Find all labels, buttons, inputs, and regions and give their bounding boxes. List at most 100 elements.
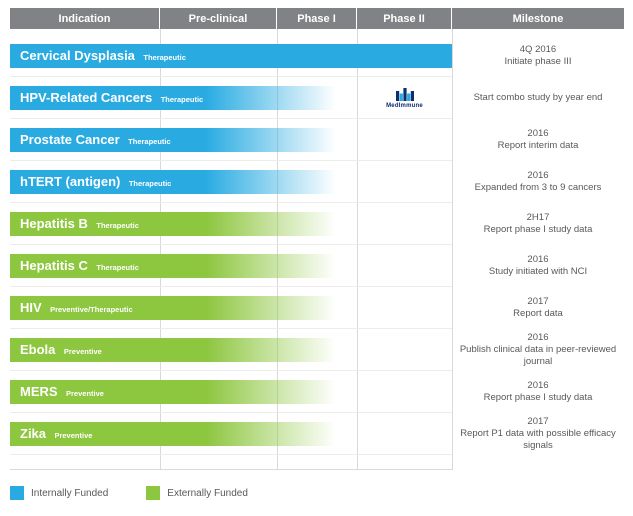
milestone-text: Report interim data xyxy=(497,140,579,151)
pipeline-bar: MERS Preventive xyxy=(10,380,336,404)
milestone-text: Expanded from 3 to 9 cancers xyxy=(474,182,602,193)
pipeline-bar: HPV-Related Cancers Therapeutic xyxy=(10,86,336,110)
milestone-cell: 4Q 2016 Initiate phase III xyxy=(452,35,624,77)
row-divider xyxy=(10,160,452,161)
medimmune-mark-icon xyxy=(395,87,414,101)
milestone-year: 2H17 xyxy=(526,212,550,223)
milestone-year: 2016 xyxy=(527,332,549,343)
milestone-year: 4Q 2016 xyxy=(519,44,557,55)
pipeline-bar: Ebola Preventive xyxy=(10,338,336,362)
row-divider xyxy=(10,202,452,203)
pipeline-bar: Prostate Cancer Therapeutic xyxy=(10,128,336,152)
milestone-text: Report phase I study data xyxy=(483,224,593,235)
indication-qualifier: Therapeutic xyxy=(96,221,139,230)
milestone-cell: Start combo study by year end xyxy=(452,77,624,119)
milestone-text: Study initiated with NCI xyxy=(488,266,588,277)
indication-label: hTERT (antigen) xyxy=(20,174,121,189)
milestone-year: 2017 xyxy=(527,416,549,427)
legend-label-external: Externally Funded xyxy=(167,487,248,499)
row-divider xyxy=(10,286,452,287)
indication-label: Zika xyxy=(20,426,47,441)
milestone-cell: 2016 Report phase I study data xyxy=(452,371,624,413)
indication-label: Prostate Cancer xyxy=(20,132,120,147)
milestone-text: Report P1 data with possible efficacy si… xyxy=(460,428,616,451)
pipeline-row-hiv: HIV Preventive/Therapeutic 2017 Report d… xyxy=(10,287,624,329)
milestone-cell: 2017 Report P1 data with possible effica… xyxy=(452,413,624,455)
column-header-preclinical: Pre-clinical xyxy=(160,8,277,29)
row-divider xyxy=(10,118,452,119)
table-bottom-divider xyxy=(10,469,452,470)
pipeline-bar: Zika Preventive xyxy=(10,422,336,446)
milestone-cell: 2H17 Report phase I study data xyxy=(452,203,624,245)
column-divider xyxy=(160,29,161,470)
pipeline-bar: Hepatitis C Therapeutic xyxy=(10,254,336,278)
legend-label-internal: Internally Funded xyxy=(31,487,109,499)
row-divider xyxy=(10,244,452,245)
indication-label: Ebola xyxy=(20,342,56,357)
milestone-year: 2016 xyxy=(527,254,549,265)
indication-qualifier: Therapeutic xyxy=(128,137,171,146)
pipeline-row-cervical-dysplasia: Cervical Dysplasia Therapeutic 4Q 2016 I… xyxy=(10,35,624,77)
milestone-cell: 2016 Publish clinical data in peer-revie… xyxy=(452,329,624,371)
indication-qualifier: Preventive/Therapeutic xyxy=(50,305,133,314)
milestone-year: 2016 xyxy=(527,128,549,139)
legend-swatch-internal-icon xyxy=(10,486,24,500)
indication-qualifier: Therapeutic xyxy=(96,263,139,272)
indication-label: HIV xyxy=(20,300,42,315)
row-divider xyxy=(10,454,452,455)
row-divider xyxy=(10,328,452,329)
indication-qualifier: Therapeutic xyxy=(128,179,172,188)
pipeline-table: Indication Pre-clinical Phase I Phase II… xyxy=(10,8,624,470)
milestone-text: Publish clinical data in peer-reviewed j… xyxy=(459,344,617,367)
column-divider xyxy=(357,29,358,470)
row-divider xyxy=(10,370,452,371)
milestone-text: Report phase I study data xyxy=(483,392,593,403)
pipeline-row-hepatitis-c: Hepatitis C Therapeutic 2016 Study initi… xyxy=(10,245,624,287)
row-divider xyxy=(10,76,452,77)
indication-label: MERS xyxy=(20,384,58,399)
table-header: Indication Pre-clinical Phase I Phase II… xyxy=(10,8,624,29)
legend: Internally Funded Externally Funded xyxy=(10,486,286,500)
pipeline-bar: hTERT (antigen) Therapeutic xyxy=(10,170,336,194)
pipeline-row-htert-antigen: hTERT (antigen) Therapeutic 2016 Expande… xyxy=(10,161,624,203)
indication-label: HPV-Related Cancers xyxy=(20,90,153,105)
row-divider xyxy=(10,412,452,413)
column-header-milestone: Milestone xyxy=(452,8,624,29)
pipeline-bar: Hepatitis B Therapeutic xyxy=(10,212,336,236)
milestone-year: 2016 xyxy=(527,170,549,181)
pipeline-row-hpv-related-cancers: HPV-Related Cancers Therapeutic MedImmun… xyxy=(10,77,624,119)
pipeline-bar: HIV Preventive/Therapeutic xyxy=(10,296,336,320)
column-header-phase2: Phase II xyxy=(357,8,452,29)
indication-label: Hepatitis B xyxy=(20,216,88,231)
milestone-text: Initiate phase III xyxy=(504,56,572,67)
medimmune-wordmark: MedImmune xyxy=(386,102,423,109)
pipeline-row-prostate-cancer: Prostate Cancer Therapeutic 2016 Report … xyxy=(10,119,624,161)
legend-item-externally-funded: Externally Funded xyxy=(146,486,248,500)
pipeline-row-mers: MERS Preventive 2016 Report phase I stud… xyxy=(10,371,624,413)
column-header-phase1: Phase I xyxy=(277,8,357,29)
pipeline-bar: Cervical Dysplasia Therapeutic xyxy=(10,44,452,68)
milestone-text: Report data xyxy=(513,308,563,319)
pipeline-row-hepatitis-b: Hepatitis B Therapeutic 2H17 Report phas… xyxy=(10,203,624,245)
legend-item-internally-funded: Internally Funded xyxy=(10,486,108,500)
indication-qualifier: Preventive xyxy=(54,431,93,440)
milestone-text: Start combo study by year end xyxy=(473,92,603,103)
milestone-cell: 2016 Expanded from 3 to 9 cancers xyxy=(452,161,624,203)
column-divider xyxy=(277,29,278,470)
indication-qualifier: Preventive xyxy=(63,347,102,356)
pipeline-row-zika: Zika Preventive 2017 Report P1 data with… xyxy=(10,413,624,455)
indication-qualifier: Therapeutic xyxy=(143,53,186,62)
pipeline-row-ebola: Ebola Preventive 2016 Publish clinical d… xyxy=(10,329,624,371)
milestone-cell: 2016 Study initiated with NCI xyxy=(452,245,624,287)
column-header-indication: Indication xyxy=(10,8,160,29)
milestone-cell: 2017 Report data xyxy=(452,287,624,329)
column-divider xyxy=(452,29,453,470)
indication-label: Hepatitis C xyxy=(20,258,88,273)
milestone-year: 2017 xyxy=(527,296,549,307)
indication-qualifier: Preventive xyxy=(66,389,104,398)
milestone-cell: 2016 Report interim data xyxy=(452,119,624,161)
milestone-year: 2016 xyxy=(527,380,549,391)
indication-label: Cervical Dysplasia xyxy=(20,48,135,63)
table-body: Cervical Dysplasia Therapeutic 4Q 2016 I… xyxy=(10,29,624,470)
